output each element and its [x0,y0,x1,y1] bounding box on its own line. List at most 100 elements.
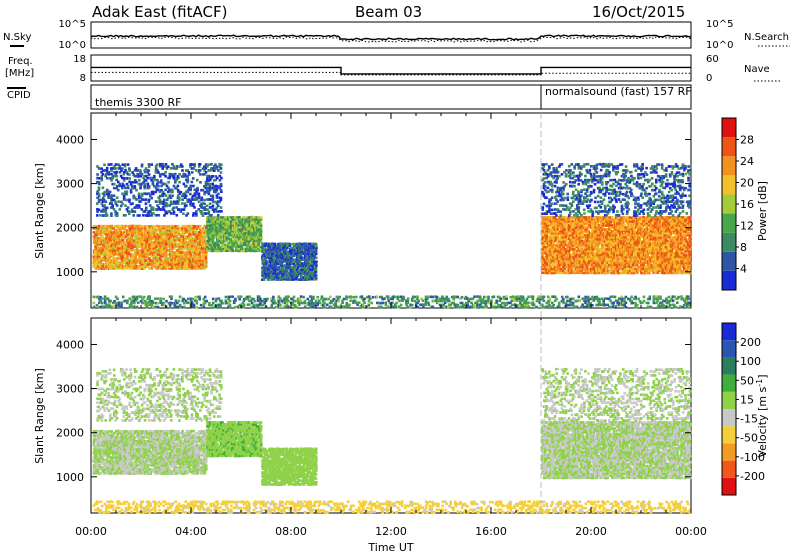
power-cell-1740 [232,236,236,239]
power-cell-1835 [240,223,243,227]
power-cell-541 [134,237,137,240]
power-cell-3033 [158,198,162,202]
power-cell-1490 [209,230,212,233]
power-cell-853 [159,251,162,254]
power-cell-741 [149,235,152,238]
power-cell-2744 [105,176,109,180]
power-cell-1415 [201,233,205,236]
power-cell-1594 [218,229,222,233]
power-cell-832 [157,257,161,260]
power-cell-245 [110,242,114,246]
power-cell-492 [130,231,133,234]
power-cell-395 [123,266,126,270]
power-cell-3095 [169,212,173,215]
power-cell-1133 [181,265,184,268]
power-cell-1200 [185,237,188,240]
power-cell-37 [95,259,99,262]
power-cell-1644 [222,222,226,225]
power-cell-103 [99,239,103,242]
power-cell-986 [168,229,172,232]
cpid-panel-frame [90,84,692,110]
power-cell-710 [148,261,151,264]
power-cell-792 [153,235,157,238]
power-cell-842 [157,235,161,238]
power-cell-1407 [202,248,205,252]
power-cell-1195 [185,251,189,254]
power-cell-1279 [192,255,195,258]
power-cell-238 [110,264,114,268]
power-cell-1670 [225,237,229,241]
power-cell-679 [145,251,148,254]
power-cell-1182 [184,238,187,242]
power-cell-1495 [209,220,212,223]
power-cell-1586 [217,217,220,221]
power-cell-218 [109,265,112,268]
power-cell-1486 [209,238,212,241]
power-cell-1672 [225,233,229,237]
power-cell-1353 [197,249,201,252]
power-cell-596 [138,235,141,238]
power-cell-1058 [174,238,177,242]
power-cell-162 [105,267,108,270]
power-cell-953 [166,225,169,228]
power-cell-1880 [246,249,249,252]
power-cell-171 [105,247,108,250]
power-cell-1760 [233,225,237,229]
power-cell-1356 [198,241,201,244]
power-cell-1574 [217,245,220,249]
power-cell-662 [143,249,147,252]
power-cell-1201 [185,231,188,234]
power-cell-1055 [174,245,177,248]
power-cell-566 [137,267,140,270]
power-cell-2897 [135,180,138,184]
power-cell-2888 [133,185,137,188]
power-cell-237 [110,267,114,270]
power-cell-635 [140,232,144,236]
power-cell-87 [98,233,101,236]
power-cell-770 [152,245,155,248]
power-cell-948 [166,237,169,240]
power-cell-1517 [211,235,215,239]
power-cell-3400 [219,183,223,186]
power-cell-996 [170,247,173,250]
power-cell-251 [110,227,114,230]
power-cell-1114 [178,226,181,230]
power-cell-1223 [188,259,191,262]
power-cell-678 [145,253,148,256]
power-cell-1859 [243,227,246,231]
power-cell-1298 [193,251,197,254]
power-cell-1883 [246,241,249,245]
power-cell-824 [156,237,159,240]
power-cell-1272 [191,226,194,230]
power-cell-1850 [243,249,246,253]
power-cell-1317 [195,250,198,254]
power-cell-774 [152,235,155,238]
power-cell-2721 [102,169,105,172]
power-cell-606 [139,253,143,256]
power-cell-1417 [201,229,205,232]
power-cell-38 [95,257,98,260]
power-cell-1257 [190,265,194,268]
power-cell-39 [95,255,98,258]
power-cell-3119 [172,165,176,168]
power-cell-821 [156,249,159,252]
power-cell-3072 [164,170,167,174]
power-cell-306 [114,229,118,232]
power-cell-3394 [219,206,223,209]
power-cell-1530 [213,245,216,248]
power-cell-2950 [145,206,148,210]
power-cell-2667 [314,273,318,277]
power-cell-284 [113,233,116,236]
power-cell-22 [93,253,97,256]
power-cell-1647 [222,216,226,219]
power-cell-1136 [181,259,184,262]
power-cell-451 [127,248,130,252]
power-cell-1117 [179,263,183,266]
power-cell-977 [169,251,172,254]
power-cell-480 [129,259,133,262]
power-cell-647 [142,247,145,250]
power-cell-1639 [222,233,226,237]
power-cell-938 [164,225,168,228]
power-cell-313 [116,249,119,252]
power-cell-621 [141,263,144,266]
